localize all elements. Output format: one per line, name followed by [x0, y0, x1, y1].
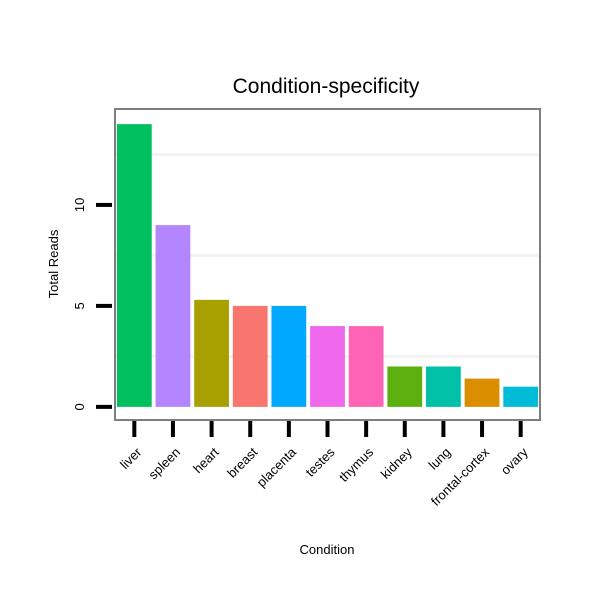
x-tick-label-placenta: placenta	[254, 444, 300, 490]
x-tick-label-spleen: spleen	[145, 445, 183, 483]
y-axis-title: Total Reads	[46, 229, 61, 298]
y-tick-label: 10	[72, 198, 87, 212]
y-tick-label: 0	[72, 403, 87, 410]
bar-kidney	[387, 366, 423, 407]
y-tick-label: 5	[72, 302, 87, 309]
bar-spleen	[155, 225, 191, 407]
x-tick-label-breast: breast	[224, 444, 260, 480]
x-tick-label-lung: lung	[426, 445, 454, 473]
y-axis: 0 5 10	[72, 198, 112, 410]
x-axis-title: Condition	[300, 542, 355, 557]
bar-placenta	[271, 305, 307, 407]
bar-ovary	[503, 386, 539, 407]
chart-title: Condition-specificity	[233, 75, 420, 98]
x-tick-label-ovary: ovary	[498, 444, 531, 477]
bar-breast	[232, 305, 268, 407]
bars	[116, 124, 539, 407]
bar-frontal-cortex	[464, 378, 500, 407]
bar-heart	[194, 299, 229, 407]
x-tick-label-heart: heart	[190, 444, 222, 476]
x-tick-label-thymus: thymus	[336, 444, 377, 485]
bar-testes	[310, 326, 345, 407]
x-tick-label-liver: liver	[117, 444, 145, 472]
bar-lung	[426, 366, 461, 407]
x-tick-label-kidney: kidney	[378, 444, 416, 482]
bar-thymus	[348, 326, 384, 407]
x-tick-label-testes: testes	[302, 444, 337, 479]
bar-liver	[116, 124, 152, 407]
